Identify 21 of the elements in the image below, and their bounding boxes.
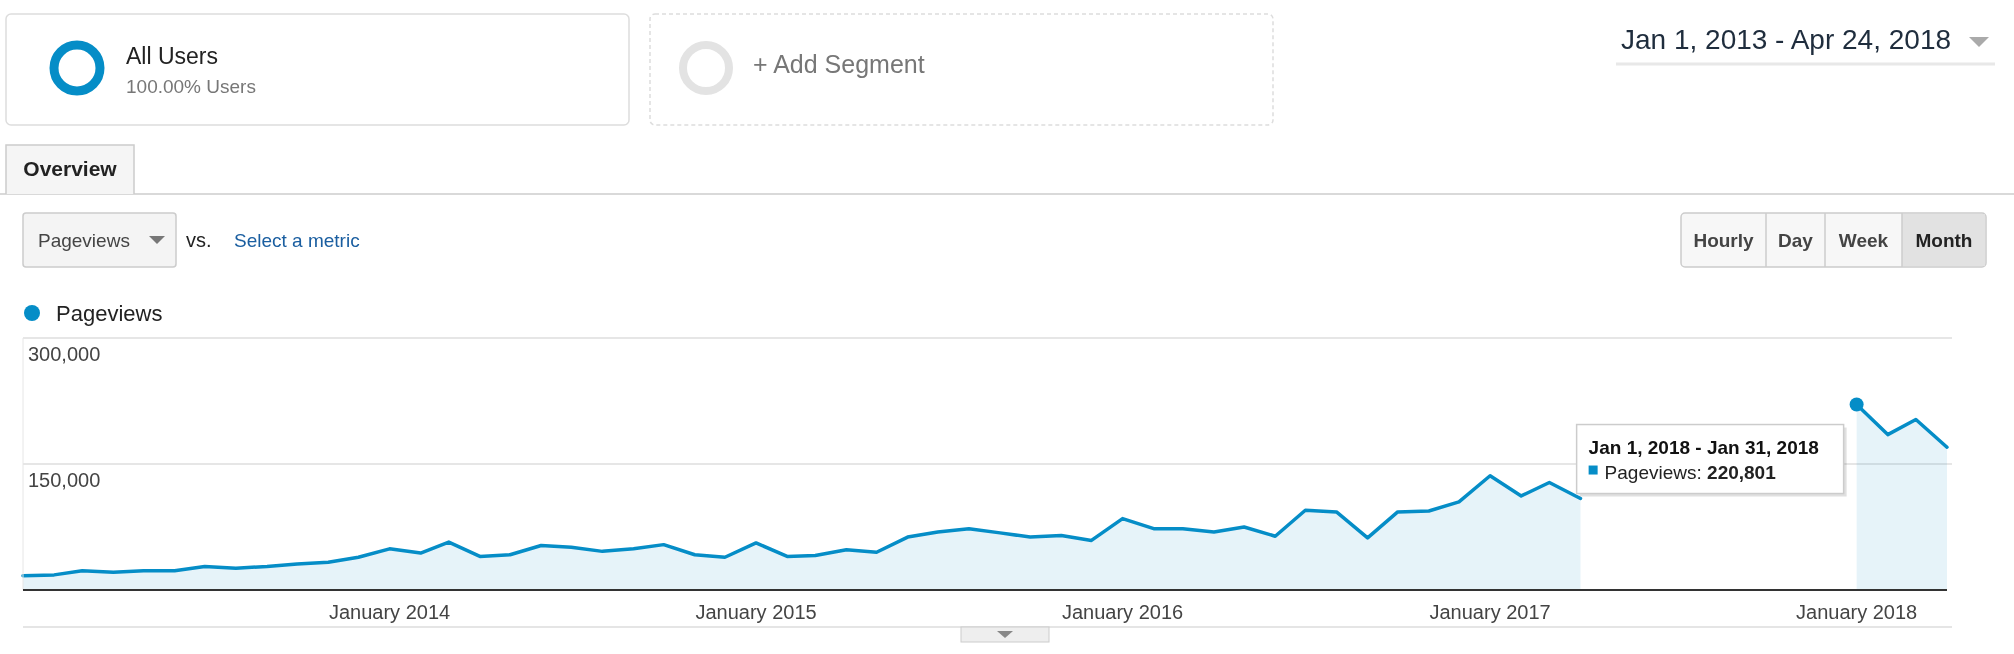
x-tick-label: January 2017 (1429, 601, 1551, 623)
text: + Add Segment (753, 50, 925, 78)
x-tick-label: January 2016 (1061, 601, 1184, 623)
legend-label: Pageviews (56, 301, 163, 326)
y-tick-label: 150,000 (28, 469, 101, 491)
text: Pageviews (38, 230, 130, 251)
text: 100.00% Users (126, 76, 256, 97)
text: Week (1838, 230, 1889, 251)
text: Jan 1, 2013 - Apr 24, 2018 (1621, 24, 1952, 55)
text: Overview (23, 157, 118, 180)
text: All Users (126, 43, 219, 69)
annotation: Jan 1, 2018 - Jan 31, 2018 Pageviews: 220,801 (1588, 436, 1819, 483)
x-tick-label: January 2018 (1796, 601, 1918, 623)
text: Hourly (1693, 230, 1755, 251)
x-tick-label: January 2014 (328, 601, 451, 623)
text: vs. (186, 229, 212, 251)
y-tick-label: 300,000 (28, 343, 101, 365)
text: Select a metric (234, 230, 360, 251)
text: Month (1915, 230, 1973, 251)
text: Day (1778, 230, 1814, 251)
x-tick-label: January 2015 (695, 601, 817, 623)
